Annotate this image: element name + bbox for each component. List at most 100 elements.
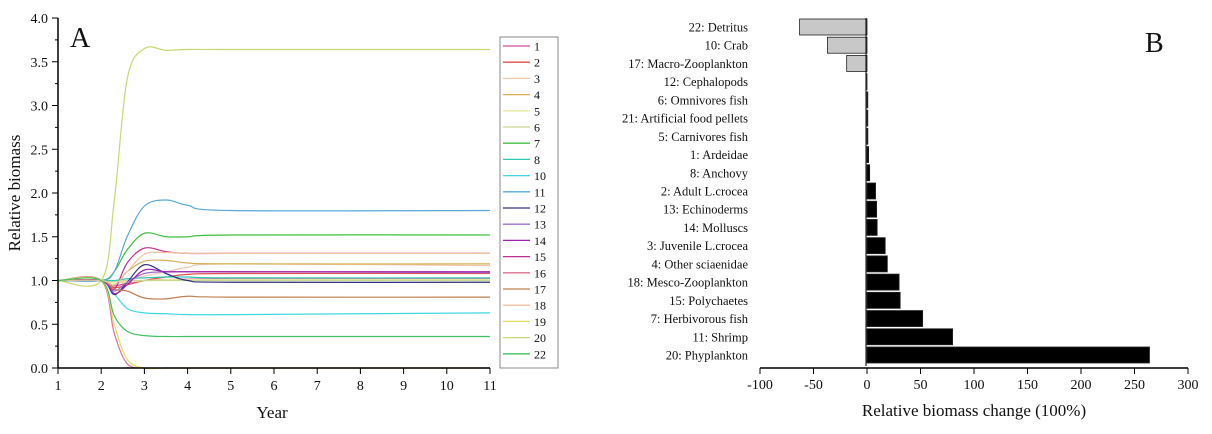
y-axis-title: Relative biomass — [5, 135, 24, 252]
category-label: 5: Carnivores fish — [658, 130, 748, 144]
legend-box — [499, 36, 559, 369]
x-tick-label: 150 — [1017, 378, 1038, 393]
x-tick-label: 200 — [1071, 378, 1092, 393]
bar-7: Herbivorous fish — [866, 310, 924, 327]
series-line-15 — [57, 247, 490, 291]
legend-label-6: 6 — [534, 121, 540, 135]
category-label: 21: Artificial food pellets — [622, 112, 748, 126]
x-tick-label: 0 — [864, 378, 871, 393]
x-ticks: 1 2 3 4 5 6 7 8 9 10 11 — [55, 368, 497, 394]
x-tick-label: -100 — [747, 378, 773, 393]
series-line-11 — [57, 199, 491, 282]
x-axis-title: Relative biomass change (100%) — [862, 401, 1086, 420]
bar-22: Detritus — [799, 18, 868, 36]
bar-21: Artificial food pellets — [866, 109, 869, 127]
y-tick-label: 2.0 — [31, 187, 49, 202]
category-label: 11: Shrimp — [693, 330, 748, 344]
legend-label-2: 2 — [534, 56, 540, 70]
series-line-8 — [58, 276, 491, 282]
panel-b-bar-chart: 22: Detritus 10: Crab 17: Macro-Zooplankto… — [622, 18, 1199, 420]
legend-label-5: 5 — [534, 104, 540, 118]
panel-label-a: A — [70, 23, 91, 54]
x-tick-label: 4 — [184, 379, 191, 394]
bar-18: Mesco-Zooplankton — [866, 273, 900, 291]
bar-15: Polychaetes — [866, 291, 901, 309]
category-label: 20: Phyplankton — [666, 349, 749, 363]
bar-4: Other sciaenidae — [866, 255, 888, 273]
category-label: 2: Adult L.crocea — [661, 185, 749, 199]
series-line-17 — [57, 279, 491, 300]
x-axis-title: Year — [256, 403, 288, 422]
series-lines — [57, 46, 491, 370]
x-tick-label: 10 — [440, 379, 454, 394]
series-line-6 — [57, 279, 490, 282]
x-tick-label: 2 — [98, 379, 105, 394]
bar-20: Phyplankton — [866, 346, 1150, 364]
y-tick-label: 1.0 — [31, 275, 49, 290]
series-line-22 — [57, 277, 490, 338]
legend-label-14: 14 — [534, 234, 546, 248]
legend-label-19: 19 — [534, 315, 546, 329]
category-label: 6: Omnivores fish — [658, 93, 749, 107]
bar-2: Adult L.crocea — [866, 182, 876, 200]
legend-label-18: 18 — [534, 299, 546, 313]
bar-10: Crab — [827, 36, 868, 54]
y-tick-label: 1.5 — [31, 231, 49, 246]
bar-14: Molluscs — [866, 219, 878, 236]
x-tick-label: 3 — [141, 379, 148, 394]
x-tick-label: -50 — [804, 378, 823, 393]
legend-label-13: 13 — [534, 218, 546, 232]
x-tick-label: 300 — [1178, 378, 1199, 393]
legend-label-11: 11 — [534, 185, 546, 199]
x-ticks: -100 -50 0 50 100 150 200 250 300 — [747, 368, 1199, 393]
y-tick-label: 2.5 — [31, 143, 49, 158]
bar-3: Juvenile L.crocea — [866, 237, 886, 255]
category-label: 10: Crab — [705, 39, 748, 53]
y-tick-label: 0.0 — [31, 362, 49, 377]
category-label: 22: Detritus — [689, 21, 749, 35]
series-line-20 — [57, 46, 490, 287]
bar-11: Shrimp — [866, 328, 953, 346]
category-label: 4: Other sciaenidae — [652, 257, 749, 271]
bar-13: Echinoderms — [866, 200, 878, 218]
x-tick-label: 6 — [271, 379, 278, 394]
legend-label-1: 1 — [534, 40, 540, 54]
legend-label-17: 17 — [534, 283, 546, 297]
category-label: 7: Herbivorous fish — [651, 312, 749, 326]
bar-17: Macro-Zooplankton — [846, 55, 868, 72]
bar-1: Ardeidae — [866, 146, 870, 163]
legend-label-22: 22 — [534, 347, 546, 361]
category-label: 14: Molluscs — [683, 221, 748, 235]
legend-label-12: 12 — [534, 202, 546, 216]
x-tick-label: 50 — [914, 378, 928, 393]
y-ticks: 0.0 0.5 1.0 1.5 2.0 2.5 3.0 3.5 4.0 — [31, 12, 58, 377]
bars: 22: Detritus 10: Crab 17: Macro-Zooplankto… — [622, 18, 1150, 364]
category-label: 1: Ardeidae — [690, 148, 748, 162]
category-label: 17: Macro-Zooplankton — [628, 57, 749, 71]
legend-label-16: 16 — [534, 266, 546, 280]
category-label: 15: Polychaetes — [669, 294, 748, 308]
x-tick-label: 11 — [483, 379, 496, 394]
x-tick-label: 5 — [227, 379, 234, 394]
legend-label-15: 15 — [534, 250, 546, 264]
panel-a-line-chart: 0.00.51.01.52.02.53.03.54.0 1 2 3 4 5 6 7 8 9 10 1… — [5, 12, 559, 422]
x-tick-label: 9 — [400, 379, 407, 394]
x-tick-label: 7 — [314, 379, 321, 394]
series-line-18 — [57, 251, 490, 286]
panel-label-b: B — [1145, 28, 1164, 59]
category-label: 12: Cephalopods — [664, 75, 749, 89]
x-tick-label: 250 — [1124, 378, 1145, 393]
legend-label-7: 7 — [534, 137, 540, 151]
y-tick-label: 4.0 — [31, 12, 49, 27]
legend-label-8: 8 — [534, 153, 540, 167]
legend-label-4: 4 — [534, 88, 540, 102]
bar-8: Anchovy — [866, 164, 871, 182]
y-tick-label: 3.0 — [31, 100, 49, 115]
x-tick-label: 8 — [357, 379, 364, 394]
legend-label-3: 3 — [534, 72, 540, 86]
bar-6: Omnivores fish — [866, 91, 869, 109]
category-label: 13: Echinoderms — [663, 203, 748, 217]
legend-label-20: 20 — [534, 331, 546, 345]
